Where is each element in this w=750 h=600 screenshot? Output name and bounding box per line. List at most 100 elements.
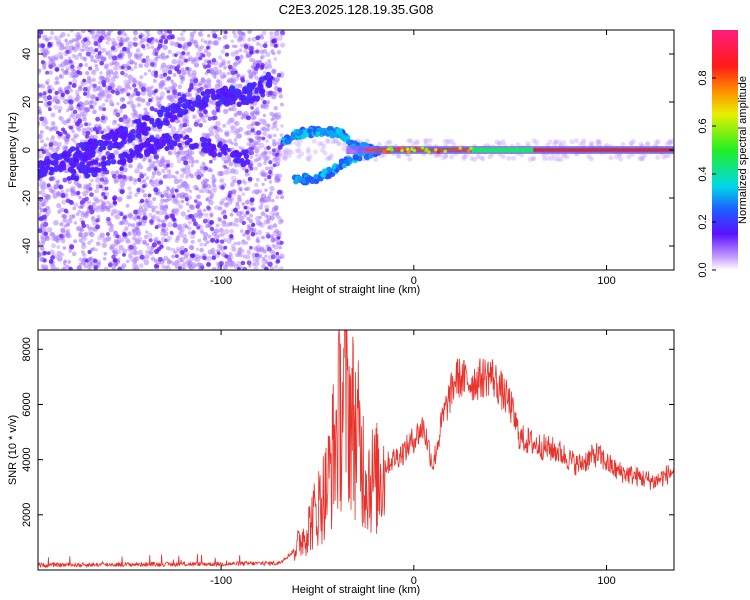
spectrogram-cell	[327, 126, 332, 131]
spectrogram-cell	[203, 242, 208, 247]
spectrogram-cell	[487, 154, 493, 160]
spectrogram-cell	[48, 259, 54, 264]
spectrogram-cell	[75, 113, 82, 119]
spectrogram-cell	[666, 152, 672, 158]
spectrogram-cell	[146, 58, 153, 64]
spectrogram-cell	[90, 55, 95, 59]
spectrogram-cell	[138, 221, 142, 226]
spectrogram-cell	[427, 150, 431, 154]
spectrogram-cell	[108, 30, 114, 33]
spectrogram-cell	[48, 170, 54, 176]
snr-y-tick-label: 8000	[21, 337, 33, 361]
spectrogram-cell	[149, 106, 155, 112]
spectrogram-cell	[250, 128, 255, 133]
spectrogram-cell	[187, 88, 192, 93]
spectrogram-cell	[542, 156, 547, 162]
spectrogram-cell	[109, 243, 116, 249]
spectrogram-cell	[137, 162, 142, 167]
spectrogram-cell	[207, 234, 212, 239]
spectrogram-cell	[276, 230, 282, 236]
spectrogram-cell	[247, 30, 252, 34]
spectrogram-cell	[38, 153, 44, 159]
spectrogram-cell	[306, 157, 312, 162]
spectrogram-cell	[70, 64, 75, 69]
spectrogram-cell	[160, 62, 167, 68]
spectrogram-cell	[545, 155, 551, 161]
spectrogram-cell	[446, 138, 452, 144]
spectrogram-cell	[101, 155, 107, 161]
spectrogram-cell	[628, 140, 634, 146]
spectrogram-cell	[217, 137, 223, 142]
spectrogram-cell	[203, 109, 208, 115]
spectrogram-cell	[259, 43, 264, 48]
spectrogram-cell	[332, 138, 338, 144]
spectrogram-cell	[239, 219, 243, 223]
spectrogram-cell	[226, 166, 230, 171]
spectrogram-cell	[159, 30, 164, 33]
spectrogram-cell	[209, 220, 215, 225]
spectrogram-cell	[178, 204, 183, 209]
spectrogram-cell	[70, 162, 77, 169]
spectrogram-cell	[200, 91, 207, 97]
spectrogram-cell	[97, 51, 102, 56]
spectrogram-cell	[265, 208, 269, 213]
spectrogram-cell	[156, 97, 162, 103]
spectrogram-cell	[196, 210, 203, 216]
spectrogram-cell	[119, 133, 125, 139]
spectrogram-cell	[39, 139, 45, 144]
spectrogram-cell	[53, 220, 59, 226]
spectrogram-cell	[257, 229, 263, 236]
spectrogram-cell	[84, 196, 89, 202]
spectrogram-cell	[168, 104, 175, 111]
spectrogram-cell	[248, 69, 253, 75]
spectrogram-cell	[253, 166, 258, 171]
spectrogram-cell	[115, 90, 120, 96]
spectrogram-cell	[449, 138, 455, 144]
spectrogram-cell	[102, 107, 107, 112]
spectrogram-cell	[94, 248, 99, 252]
spectrogram-cell	[59, 74, 64, 80]
spectrogram-cell	[96, 54, 102, 59]
spectrogram-cell	[105, 40, 110, 45]
spectrogram-cell	[127, 253, 133, 259]
spectrogram-cell	[267, 64, 273, 69]
spectrogram-cell	[387, 139, 393, 145]
spectrogram-cell	[436, 150, 441, 154]
spectrogram-cell	[181, 233, 187, 239]
spectrogram-cell	[85, 224, 90, 228]
spectrogram-cell	[206, 68, 211, 74]
spectrogram-cell	[112, 197, 117, 202]
spectrogram-cell	[119, 165, 125, 171]
spectrogram-cell	[525, 141, 531, 147]
spectrogram-cell	[166, 76, 172, 81]
spectrogram-cell	[116, 127, 122, 133]
spectrogram-cell	[589, 140, 595, 146]
spectrogram-cell	[46, 95, 53, 101]
spectrogram-x-label: Height of straight line (km)	[292, 284, 420, 296]
spectrogram-cell	[67, 260, 72, 264]
spectrogram-cell	[240, 260, 246, 266]
spectrogram-cell	[226, 60, 231, 65]
spectrogram-cell	[77, 209, 82, 214]
spectrogram-cell	[412, 148, 417, 153]
spectrogram-cell	[101, 165, 107, 172]
spectrogram-cell	[561, 140, 567, 146]
spectrogram-cell	[227, 158, 232, 163]
spectrogram-cell	[233, 179, 238, 183]
spectrogram-cell	[66, 119, 71, 124]
spectrogram-cell	[95, 116, 101, 122]
spectrogram-cell	[182, 238, 189, 244]
spectrogram-cell	[87, 122, 92, 127]
spectrogram-cell	[267, 90, 273, 96]
spectrogram-cell	[88, 182, 92, 187]
spectrogram-cell	[48, 176, 54, 182]
spectrogram-cell	[84, 134, 90, 139]
spectrogram-cell	[161, 168, 166, 174]
spectrogram-cell	[177, 92, 182, 97]
spectrogram-cell	[276, 50, 282, 55]
spectrogram-cell	[655, 155, 661, 160]
spectrogram-cell	[40, 241, 45, 247]
spectrogram-cell	[173, 207, 179, 213]
spectrogram-cell	[255, 257, 260, 263]
spectrogram-cell	[139, 198, 145, 204]
